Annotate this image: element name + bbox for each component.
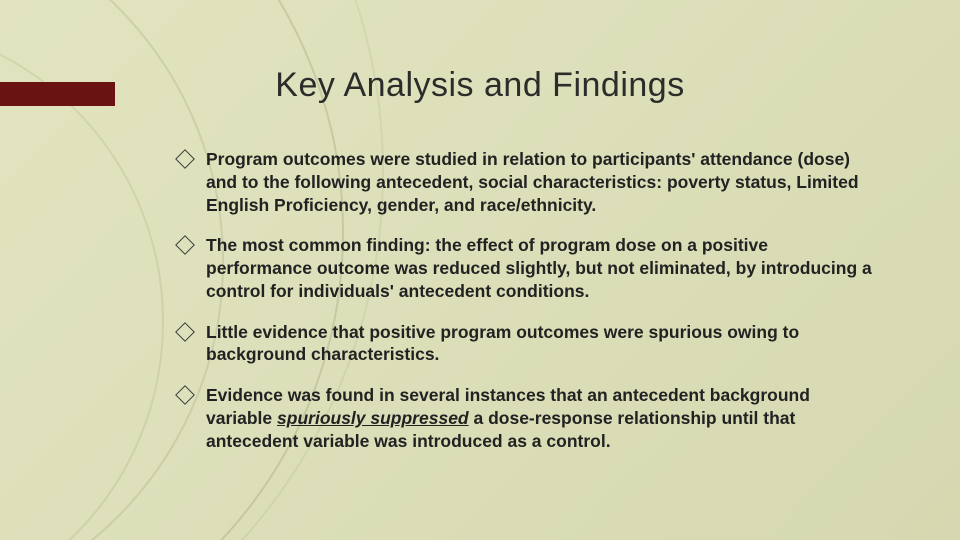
diamond-bullet-icon: [175, 385, 195, 405]
diamond-bullet-icon: [175, 322, 195, 342]
bullet-text: Program outcomes were studied in relatio…: [206, 148, 878, 216]
bullet-text: The most common finding: the effect of p…: [206, 234, 878, 302]
slide-title: Key Analysis and Findings: [0, 66, 960, 105]
list-item: Little evidence that positive program ou…: [178, 321, 878, 367]
bullet-text-emphasis: spuriously suppressed: [277, 408, 469, 428]
slide: Key Analysis and Findings Program outcom…: [0, 0, 960, 540]
bullet-text: Little evidence that positive program ou…: [206, 321, 878, 367]
list-item: The most common finding: the effect of p…: [178, 234, 878, 302]
bullet-list: Program outcomes were studied in relatio…: [178, 148, 878, 470]
diamond-bullet-icon: [175, 235, 195, 255]
diamond-bullet-icon: [175, 149, 195, 169]
list-item: Evidence was found in several instances …: [178, 384, 878, 452]
bullet-text: Evidence was found in several instances …: [206, 384, 878, 452]
list-item: Program outcomes were studied in relatio…: [178, 148, 878, 216]
